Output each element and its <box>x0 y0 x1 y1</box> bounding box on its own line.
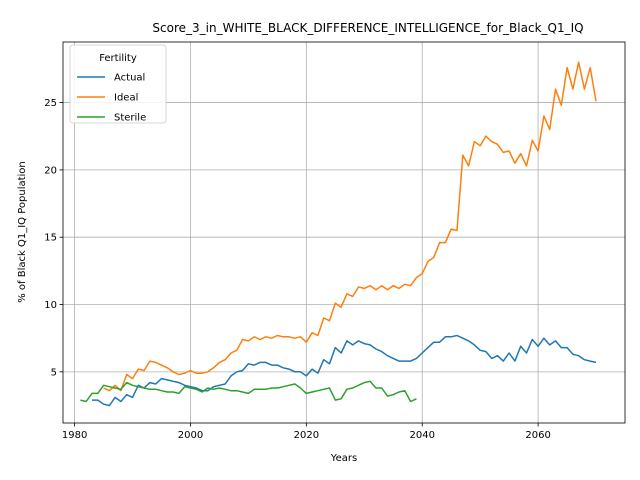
series-line-actual <box>92 334 597 407</box>
x-tick-label: 2040 <box>409 430 434 441</box>
x-tick-label: 2020 <box>294 430 319 441</box>
legend-label-sterile: Sterile <box>114 113 146 124</box>
grid <box>63 42 625 423</box>
y-tick-label: 15 <box>44 233 57 244</box>
x-axis-label: Years <box>330 453 357 464</box>
legend-title: Fertility <box>99 53 137 64</box>
y-axis-label: % of Black Q1_IQ Population <box>17 161 28 303</box>
x-tick-label: 2000 <box>178 430 203 441</box>
x-tick-label: 1980 <box>62 430 87 441</box>
plot-area-frame <box>62 41 626 424</box>
chart-title: Score_3_in_WHITE_BLACK_DIFFERENCE_INTELL… <box>152 21 583 35</box>
series-line-sterile <box>80 380 417 403</box>
series-lines <box>80 61 597 407</box>
y-axis-ticks: 5 10 15 20 25 <box>44 98 63 378</box>
legend: Fertility Actual Ideal Sterile <box>69 44 167 124</box>
legend-label-ideal: Ideal <box>114 93 138 104</box>
y-tick-label: 20 <box>44 165 57 176</box>
y-tick-label: 5 <box>51 367 57 378</box>
legend-label-actual: Actual <box>114 73 145 84</box>
legend-box <box>69 44 167 124</box>
x-tick-label: 2060 <box>525 430 550 441</box>
x-axis-ticks: 1980 2000 2020 2040 2060 <box>62 423 551 441</box>
y-tick-label: 10 <box>44 300 57 311</box>
y-tick-label: 25 <box>44 98 57 109</box>
series-line-ideal <box>103 61 597 392</box>
